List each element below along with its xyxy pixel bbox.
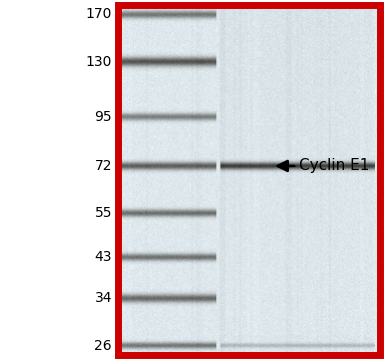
Text: 55: 55 <box>95 206 112 220</box>
Text: 170: 170 <box>86 8 112 22</box>
Text: 34: 34 <box>95 291 112 305</box>
Text: Cyclin E1: Cyclin E1 <box>299 158 369 174</box>
Text: 43: 43 <box>95 250 112 264</box>
Bar <box>118 5 380 355</box>
Text: 130: 130 <box>86 55 112 69</box>
Text: 72: 72 <box>95 159 112 173</box>
Text: 95: 95 <box>94 110 112 124</box>
Text: 26: 26 <box>94 339 112 352</box>
